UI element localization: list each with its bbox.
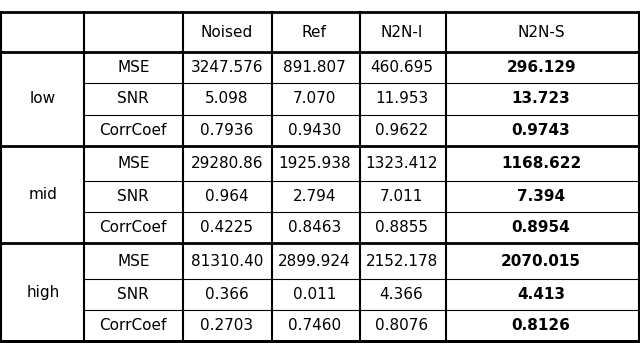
Text: 1925.938: 1925.938: [278, 156, 351, 171]
Text: 11.953: 11.953: [375, 91, 428, 106]
Text: 2.794: 2.794: [292, 189, 336, 204]
Text: 460.695: 460.695: [370, 60, 433, 75]
Text: 5.098: 5.098: [205, 91, 249, 106]
Text: 0.7936: 0.7936: [200, 122, 253, 138]
Text: 81310.40: 81310.40: [191, 253, 263, 269]
Text: high: high: [26, 285, 60, 300]
Text: SNR: SNR: [117, 91, 149, 106]
Text: 0.8463: 0.8463: [287, 220, 341, 235]
Text: N2N-S: N2N-S: [517, 24, 565, 40]
Text: 29280.86: 29280.86: [191, 156, 263, 171]
Text: 7.070: 7.070: [292, 91, 336, 106]
Text: 0.964: 0.964: [205, 189, 249, 204]
Text: SNR: SNR: [117, 287, 149, 302]
Text: 0.9743: 0.9743: [512, 122, 570, 138]
Text: 0.011: 0.011: [292, 287, 336, 302]
Text: 0.366: 0.366: [205, 287, 249, 302]
Text: 2899.924: 2899.924: [278, 253, 351, 269]
Text: 7.394: 7.394: [517, 189, 565, 204]
Text: 0.7460: 0.7460: [288, 318, 341, 333]
Text: 3247.576: 3247.576: [191, 60, 263, 75]
Text: 4.413: 4.413: [517, 287, 565, 302]
Text: N2N-I: N2N-I: [380, 24, 423, 40]
Text: 0.4225: 0.4225: [200, 220, 253, 235]
Text: 0.8855: 0.8855: [375, 220, 428, 235]
Text: Noised: Noised: [201, 24, 253, 40]
Text: low: low: [29, 91, 56, 106]
Text: 0.8076: 0.8076: [375, 318, 428, 333]
Text: mid: mid: [28, 187, 57, 202]
Text: 13.723: 13.723: [512, 91, 570, 106]
Text: 2070.015: 2070.015: [501, 253, 581, 269]
Text: 1168.622: 1168.622: [501, 156, 581, 171]
Text: 891.807: 891.807: [283, 60, 346, 75]
Text: 1323.412: 1323.412: [365, 156, 438, 171]
Text: 7.011: 7.011: [380, 189, 423, 204]
Text: 0.2703: 0.2703: [200, 318, 253, 333]
Text: 0.9622: 0.9622: [375, 122, 428, 138]
Text: MSE: MSE: [117, 253, 150, 269]
Text: 2152.178: 2152.178: [365, 253, 438, 269]
Text: SNR: SNR: [117, 189, 149, 204]
Text: CorrCoef: CorrCoef: [100, 318, 167, 333]
Text: CorrCoef: CorrCoef: [100, 122, 167, 138]
Text: MSE: MSE: [117, 156, 150, 171]
Text: MSE: MSE: [117, 60, 150, 75]
Text: 0.8954: 0.8954: [512, 220, 570, 235]
Text: 0.8126: 0.8126: [511, 318, 570, 333]
Text: 296.129: 296.129: [506, 60, 576, 75]
Text: Ref: Ref: [302, 24, 326, 40]
Text: CorrCoef: CorrCoef: [100, 220, 167, 235]
Text: 0.9430: 0.9430: [287, 122, 341, 138]
Text: 4.366: 4.366: [380, 287, 424, 302]
